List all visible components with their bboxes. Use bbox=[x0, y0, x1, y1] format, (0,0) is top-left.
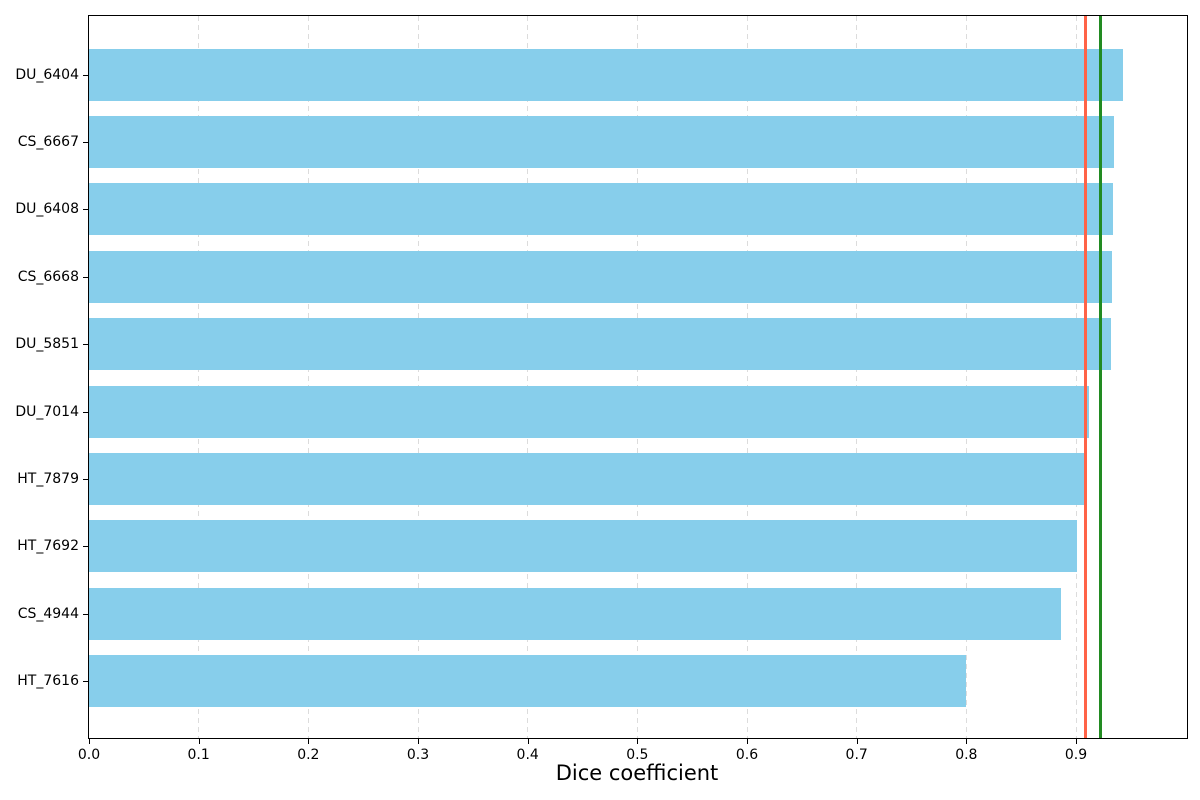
y-tick-label-DU_6404: DU_6404 bbox=[15, 66, 79, 83]
bar-CS_6667 bbox=[89, 115, 1115, 168]
x-tick-label-0.1: 0.1 bbox=[187, 747, 210, 763]
gridline-x-0.5 bbox=[636, 16, 638, 738]
gridline-x-0.8 bbox=[965, 16, 967, 738]
bar-DU_6404 bbox=[89, 48, 1124, 101]
y-tick-label-HT_7692: HT_7692 bbox=[17, 538, 79, 555]
plot-area bbox=[88, 15, 1188, 739]
y-tick-mark bbox=[83, 141, 88, 143]
x-tick-mark bbox=[198, 739, 200, 744]
y-tick-mark bbox=[83, 613, 88, 615]
y-tick-label-DU_7014: DU_7014 bbox=[15, 403, 79, 420]
y-tick-mark bbox=[83, 344, 88, 346]
bar-HT_7616 bbox=[89, 655, 967, 708]
x-tick-label-0.2: 0.2 bbox=[297, 747, 320, 763]
gridline-x-0.2 bbox=[307, 16, 309, 738]
bar-DU_6408 bbox=[89, 183, 1114, 236]
x-tick-mark bbox=[856, 739, 858, 744]
x-tick-label-0.7: 0.7 bbox=[845, 747, 868, 763]
x-tick-label-0.0: 0.0 bbox=[77, 747, 101, 763]
x-tick-label-0.9: 0.9 bbox=[1064, 747, 1088, 763]
gridline-x-0.1 bbox=[198, 16, 200, 738]
y-tick-label-DU_5851: DU_5851 bbox=[15, 336, 79, 353]
x-tick-label-0.5: 0.5 bbox=[626, 747, 649, 763]
y-tick-label-DU_6408: DU_6408 bbox=[15, 201, 79, 218]
y-tick-label-CS_6668: CS_6668 bbox=[17, 268, 79, 285]
x-tick-label-0.4: 0.4 bbox=[516, 747, 539, 763]
reference-line-red bbox=[1084, 16, 1088, 738]
y-tick-mark bbox=[83, 276, 88, 278]
bar-DU_5851 bbox=[89, 318, 1112, 371]
gridline-x-0.9 bbox=[1075, 16, 1077, 738]
bar-CS_6668 bbox=[89, 250, 1113, 303]
x-tick-mark bbox=[966, 739, 968, 744]
y-tick-mark bbox=[83, 209, 88, 211]
x-tick-label-0.6: 0.6 bbox=[735, 747, 759, 763]
x-tick-mark bbox=[89, 739, 90, 744]
gridline-x-0.4 bbox=[527, 16, 529, 738]
bar-DU_7014 bbox=[89, 385, 1090, 438]
bar-CS_4944 bbox=[89, 587, 1061, 640]
x-tick-mark bbox=[747, 739, 748, 744]
x-tick-mark bbox=[637, 739, 639, 744]
x-tick-label-0.8: 0.8 bbox=[955, 747, 978, 763]
reference-line-green bbox=[1098, 16, 1102, 738]
x-axis-label: Dice coefficient bbox=[555, 761, 719, 785]
y-tick-label-HT_7879: HT_7879 bbox=[17, 470, 79, 487]
gridline-x-0.7 bbox=[856, 16, 858, 738]
y-tick-label-CS_6667: CS_6667 bbox=[17, 133, 79, 150]
x-tick-mark bbox=[418, 739, 419, 744]
bar-HT_7692 bbox=[89, 520, 1078, 573]
gridline-x-0.6 bbox=[746, 16, 748, 738]
gridline-x-0.3 bbox=[417, 16, 419, 738]
y-tick-mark bbox=[83, 546, 88, 548]
x-tick-mark bbox=[1076, 739, 1078, 744]
y-tick-label-HT_7616: HT_7616 bbox=[17, 673, 79, 690]
y-tick-mark bbox=[83, 411, 88, 413]
y-tick-label-CS_4944: CS_4944 bbox=[17, 605, 79, 622]
x-tick-mark bbox=[308, 739, 310, 744]
y-tick-mark bbox=[83, 478, 88, 480]
y-tick-mark bbox=[83, 74, 88, 76]
y-tick-mark bbox=[83, 681, 88, 683]
bar-HT_7879 bbox=[89, 452, 1084, 505]
x-tick-mark bbox=[527, 739, 529, 744]
x-tick-label-0.3: 0.3 bbox=[406, 747, 430, 763]
